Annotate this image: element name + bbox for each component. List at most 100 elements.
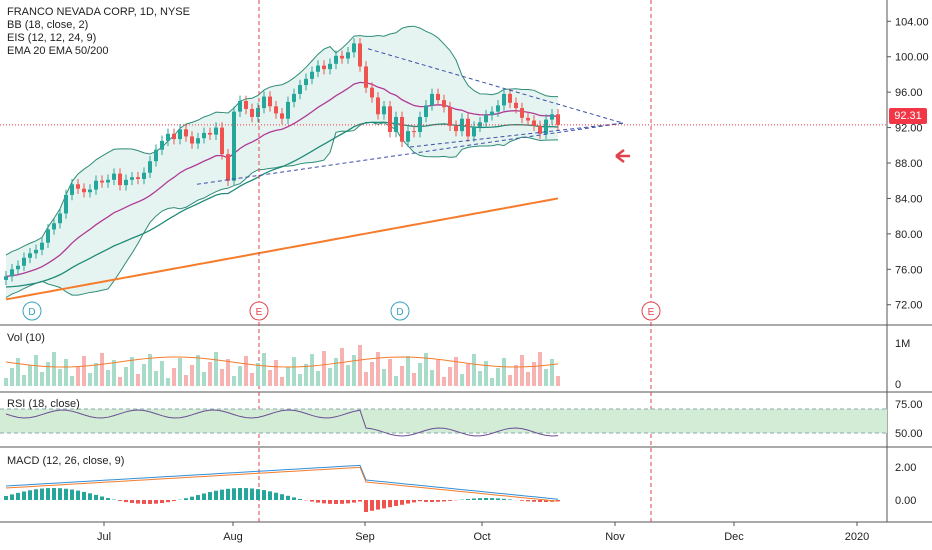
volume-bar (52, 352, 56, 386)
macd-hist-bar (28, 490, 32, 500)
candle-body (382, 106, 386, 115)
candle-body (184, 129, 188, 137)
legend-ema[interactable]: EMA 20 EMA 50/200 (7, 45, 109, 57)
volume-bar (244, 356, 248, 386)
candle-body (88, 189, 92, 193)
lower-trendline (196, 122, 624, 185)
candle-body (244, 101, 248, 109)
volume-bar (526, 372, 530, 386)
time-tick-label: Dec (724, 531, 744, 543)
candle-body (196, 138, 200, 144)
volume-bar (226, 359, 230, 386)
candle-body (106, 179, 110, 183)
macd-hist-bar (394, 500, 398, 506)
volume-bar (160, 361, 164, 386)
time-tick-label: Sep (355, 531, 375, 543)
legend-bb[interactable]: BB (18, close, 2) (7, 19, 89, 31)
volume-bar (184, 375, 188, 386)
macd-hist-bar (478, 498, 482, 500)
macd-hist-bar (82, 491, 86, 500)
ema20-line (5, 81, 559, 278)
macd-hist-bar (382, 500, 386, 509)
volume-pane-label[interactable]: Vol (10) (7, 332, 45, 344)
volume-bar (268, 370, 272, 386)
legend-title: FRANCO NEVADA CORP, 1D, NYSE (7, 6, 190, 18)
macd-hist-bar (412, 500, 416, 503)
bollinger-upper-line (5, 25, 559, 256)
candle-body (316, 65, 320, 72)
volume-bar (538, 352, 542, 386)
candle-body (16, 265, 20, 270)
volume-bar (370, 362, 374, 386)
volume-bar (556, 376, 560, 386)
macd-hist-bar (100, 496, 104, 500)
macd-pane-label[interactable]: MACD (12, 26, close, 9) (7, 455, 125, 467)
candle-body (202, 132, 206, 139)
macd-hist-bar (400, 500, 404, 505)
inner-trendline (409, 122, 624, 148)
candle-body (370, 87, 374, 98)
candle-body (190, 136, 194, 144)
volume-bar (544, 369, 548, 386)
rsi-pane-label[interactable]: RSI (18, close) (7, 398, 80, 410)
candle-body (4, 276, 8, 280)
volume-bar (406, 356, 410, 386)
volume-bar (454, 357, 458, 386)
macd-hist-bar (94, 494, 98, 500)
volume-bar (346, 365, 350, 386)
macd-hist-bar (166, 500, 170, 503)
macd-hist-bar (58, 488, 62, 500)
volume-bar (166, 378, 170, 386)
macd-hist-bar (340, 500, 344, 504)
macd-hist-bar (484, 498, 488, 500)
macd-hist-bar (196, 495, 200, 500)
macd-hist-bar (424, 500, 428, 502)
candle-body (58, 213, 62, 224)
time-tick-label: Aug (223, 531, 243, 543)
candle-body (454, 125, 458, 132)
earnings-marker-label: E (256, 307, 263, 318)
candle-body (52, 223, 56, 230)
candle-body (340, 55, 344, 59)
volume-bar (136, 374, 140, 386)
macd-hist-bar (106, 498, 110, 500)
macd-hist-bar (334, 500, 338, 504)
volume-bar (520, 355, 524, 386)
candle-body (100, 180, 104, 183)
candle-body (358, 43, 362, 67)
candle-body (154, 149, 158, 162)
volume-bar (190, 365, 194, 386)
candle-body (166, 133, 170, 141)
price-tick-label: 76.00 (895, 264, 923, 276)
volume-bar (286, 367, 290, 386)
macd-hist-bar (544, 500, 548, 502)
candle-body (364, 66, 368, 88)
time-tick-label: Jul (97, 531, 111, 543)
macd-hist-bar (256, 489, 260, 500)
price-tick-label: 84.00 (895, 193, 923, 205)
volume-bar (178, 358, 182, 386)
volume-bar (514, 365, 518, 386)
macd-hist-bar (16, 492, 20, 500)
macd-hist-bar (190, 496, 194, 500)
price-tick-label: 100.00 (895, 52, 929, 64)
legend-eis[interactable]: EIS (12, 12, 24, 9) (7, 32, 97, 44)
volume-bar (118, 377, 122, 386)
volume-bar (34, 355, 38, 386)
candle-body (226, 154, 230, 181)
volume-bar (16, 358, 20, 386)
candle-body (424, 105, 428, 117)
volume-bar (400, 366, 404, 386)
macd-hist-bar (430, 500, 434, 502)
volume-bar (106, 370, 110, 386)
candle-body (274, 106, 278, 114)
volume-bar (460, 374, 464, 386)
macd-hist-bar (526, 500, 530, 502)
candle-body (502, 93, 506, 106)
rsi-band (0, 409, 887, 433)
macd-hist-bar (154, 500, 158, 504)
candle-body (40, 242, 44, 250)
candle-body (322, 65, 326, 70)
